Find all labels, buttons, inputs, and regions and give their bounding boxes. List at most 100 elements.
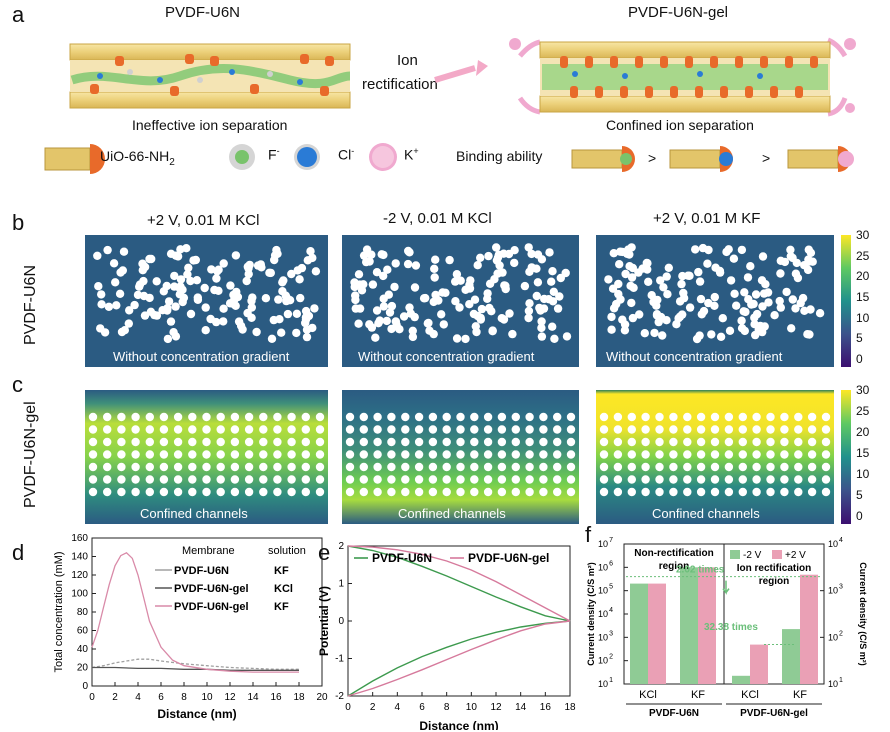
channel-dot [401, 437, 410, 447]
heatmap-b1: Without concentration gradient [85, 235, 328, 367]
ion-particle [130, 300, 139, 310]
channel-dot [794, 425, 803, 434]
channel-dot [88, 450, 98, 459]
ion-particle [770, 311, 779, 320]
ion-particle [367, 323, 377, 332]
channel-dot [315, 412, 325, 422]
channel-dot [821, 487, 831, 497]
ion-particle [301, 318, 310, 328]
channel-dot [724, 425, 734, 434]
ion-particle [403, 259, 413, 269]
panel-e-label: e [318, 540, 331, 565]
ion-particle [652, 311, 662, 320]
ion-particle [524, 306, 534, 316]
heatmap-b1-caption: Without concentration gradient [113, 349, 290, 364]
channel-dot [627, 487, 636, 497]
y-right-axis-label: Current density (C/S m²) [858, 562, 868, 666]
channel-dot [807, 475, 817, 484]
channel-dot [627, 462, 636, 472]
channel-dot [345, 412, 355, 422]
channel-dot [456, 437, 465, 447]
channel-dot [173, 437, 183, 447]
channel-dot [159, 487, 169, 497]
ion-particle [256, 260, 265, 269]
channel-dot [780, 462, 789, 472]
channel-dot [780, 425, 789, 434]
ion-particle [685, 303, 695, 312]
y-left-tick-label: 10 [598, 679, 608, 689]
ion-particle [145, 293, 154, 303]
ion-particle [740, 288, 749, 297]
x-tick-label: 2 [112, 692, 118, 703]
ion-particle [782, 287, 791, 297]
channel-dot [359, 475, 368, 484]
ion-particle [732, 301, 741, 310]
potential-curve [347, 545, 571, 622]
channel-dot [738, 450, 747, 459]
ion-particle [505, 309, 514, 318]
x-tick-label: 4 [135, 692, 141, 703]
channel-dot [387, 425, 396, 434]
channel-dot [780, 450, 789, 459]
ion-particle [618, 315, 627, 324]
channel-dot [511, 412, 520, 422]
channel-dot [230, 425, 240, 434]
ion-particle [664, 263, 673, 272]
ion-particle [115, 289, 125, 298]
channel-dot [117, 437, 126, 447]
chart-f: 10 110 210 310 410 510 610 710 110 210 310 4Current… [586, 537, 868, 719]
legend-label: PVDF-U6N-gel [468, 551, 549, 565]
y-left-tick-label: 10 [598, 656, 608, 666]
x-tick-label: 18 [293, 692, 305, 703]
channel-dot [88, 475, 98, 484]
bar [800, 574, 818, 684]
ion-particle [408, 332, 418, 342]
channel-dot [315, 437, 325, 447]
ion-particle [548, 267, 557, 276]
channel-dot [173, 425, 183, 434]
channel-dot [669, 425, 678, 434]
ion-particle [302, 332, 312, 342]
panel-a-left-title: PVDF-U6N [165, 4, 241, 21]
channel-dot [470, 412, 479, 422]
ion-particle [193, 295, 203, 304]
colorbar-tick: 30 [856, 228, 870, 242]
y-tick-label: 2 [338, 541, 344, 552]
channel-dot [655, 475, 664, 484]
channel-dot [794, 437, 803, 447]
ion-particle [207, 265, 216, 274]
ion-particle [176, 275, 186, 284]
ion-particle [764, 298, 773, 307]
channel-dot [202, 487, 211, 497]
ion-particle [214, 265, 223, 274]
channel-dot [738, 475, 747, 484]
ion-particle [296, 293, 305, 303]
channel-dot [159, 462, 169, 472]
ion-particle [747, 300, 756, 309]
ion-particle [609, 249, 618, 258]
channel-dot [483, 437, 493, 447]
y-left-tick-label: 10 [598, 609, 608, 619]
colorbar-tick: 25 [856, 248, 870, 263]
y-left-tick-label: 10 [598, 586, 608, 596]
channel-dot [683, 475, 692, 484]
ion-particle [170, 282, 179, 291]
ion-particle [368, 280, 378, 289]
channel-dot [553, 450, 562, 459]
legend-solution: KF [274, 565, 289, 577]
channel-dot [145, 425, 154, 434]
channel-dot [456, 450, 465, 459]
ion-particle [476, 253, 485, 262]
channel-dot [696, 437, 706, 447]
channel-dot [359, 437, 368, 447]
channel-dot [483, 462, 493, 472]
ion-particle [242, 276, 251, 286]
ion-particle [97, 290, 106, 299]
annot-arrow [722, 580, 730, 595]
channel-dot [497, 412, 507, 422]
channel-dot [613, 425, 623, 434]
ion-particle [379, 294, 388, 303]
ion-particle [97, 300, 106, 309]
ion-particle [146, 307, 156, 316]
panel-b-title-1: +2 V, 0.01 M KCl [147, 212, 260, 229]
